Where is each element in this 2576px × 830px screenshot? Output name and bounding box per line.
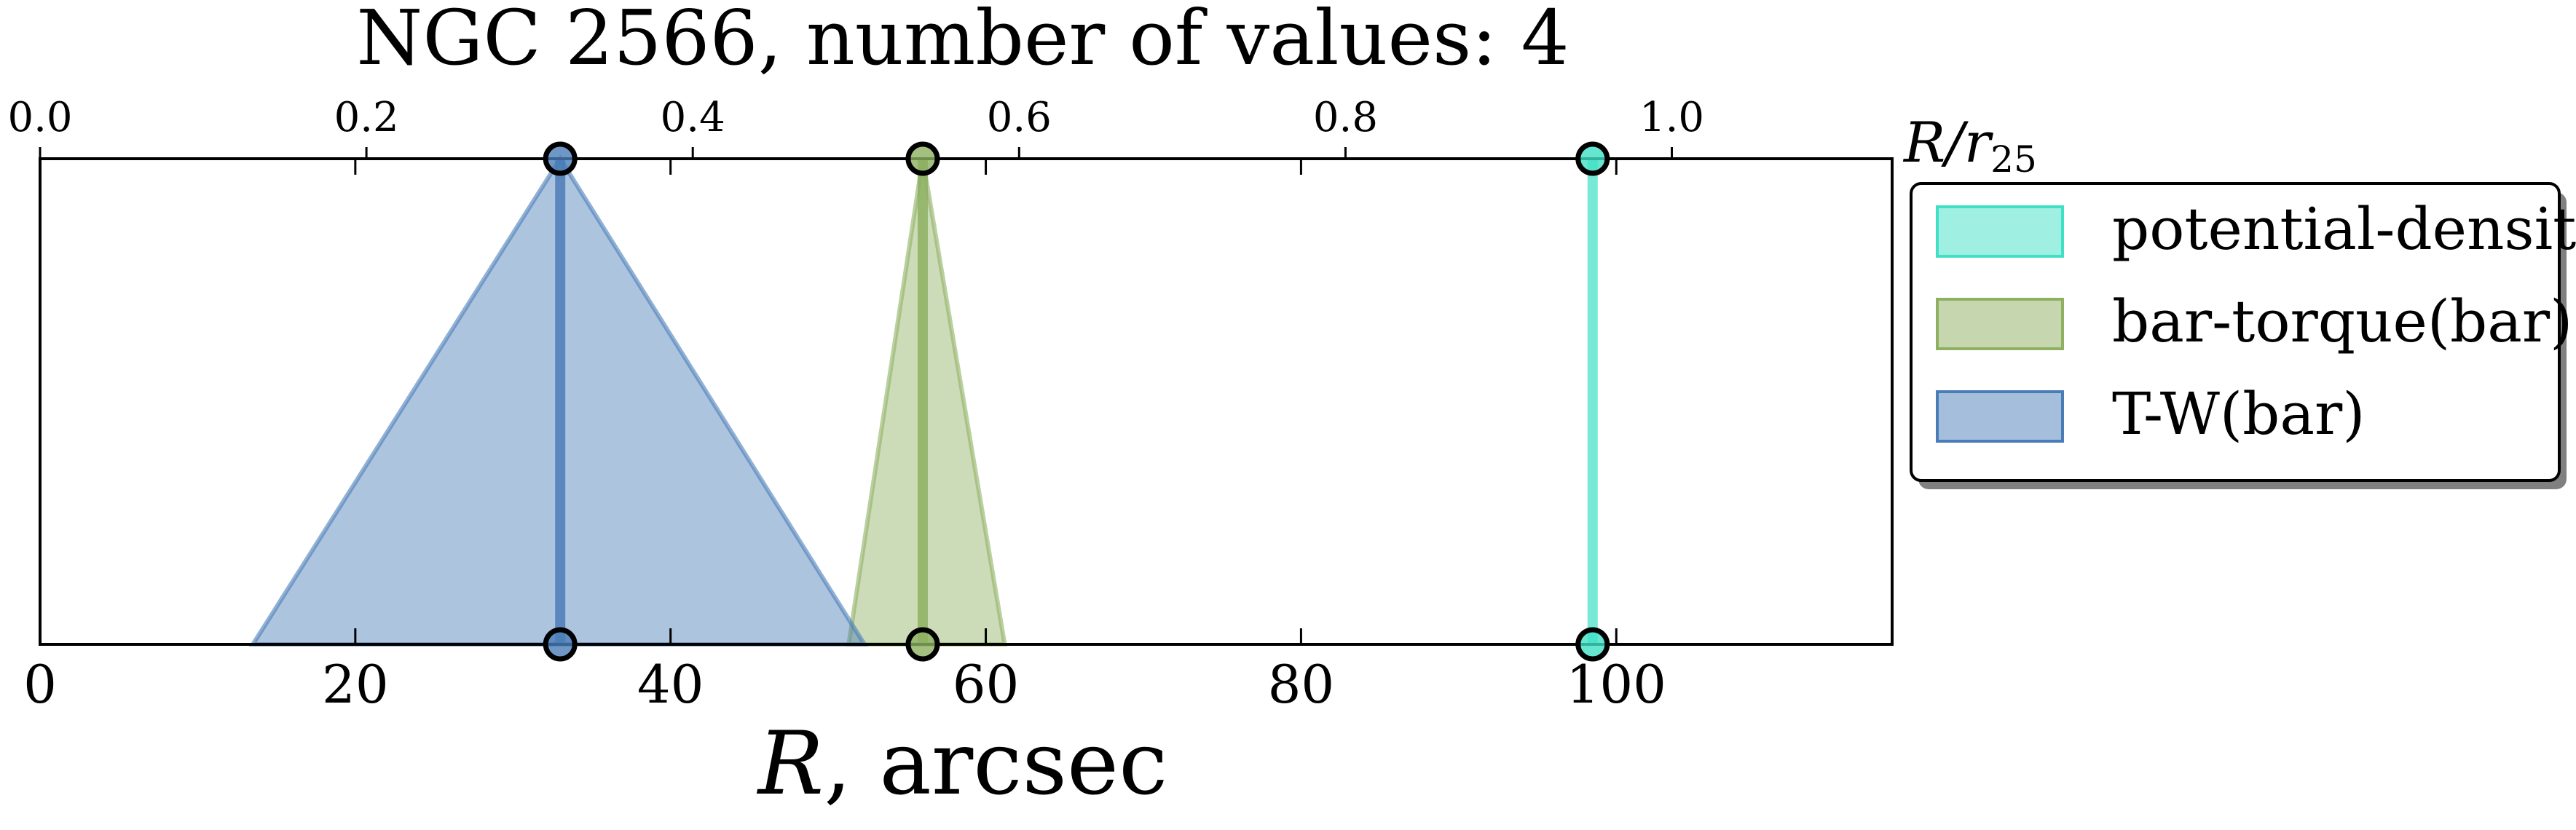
- series-lines: [555, 159, 1598, 644]
- x-tick-label: 0: [23, 654, 57, 715]
- x-tick-label: 60: [953, 654, 1020, 715]
- x-tick-label: 40: [637, 654, 704, 715]
- series-areas: [248, 154, 1008, 647]
- legend-box: [1910, 182, 2561, 482]
- marker-potential-density-top: [1575, 141, 1610, 176]
- legend-label-bar-torque-bar: bar-torque(bar): [2112, 288, 2572, 355]
- plot-frame: [39, 157, 1894, 646]
- top-tick-label: 0.4: [661, 94, 725, 141]
- top-tick-label: 0.6: [987, 94, 1052, 141]
- x-tick-label: 20: [322, 654, 389, 715]
- marker-t-w-bar-bottom: [543, 627, 578, 662]
- legend-label-potential-density: potential-density: [2112, 195, 2576, 263]
- top-tick-label: 0.0: [7, 94, 72, 141]
- top-tick-label: 1.0: [1639, 94, 1704, 141]
- x-axis-label-symbol: R: [757, 714, 824, 815]
- chart-title: NGC 2566, number of values: 4: [356, 0, 1569, 82]
- legend-swatch-t-w-bar: [1936, 390, 2064, 443]
- top-axis: 0.0 0.2 0.4 0.6 0.8 1.0: [7, 94, 1704, 159]
- x-axis-label-unit: , arcsec: [824, 714, 1167, 815]
- marker-t-w-bar-top: [543, 141, 578, 176]
- top-axis-label-sub: 25: [1990, 138, 2037, 181]
- top-tick-label: 0.2: [334, 94, 399, 141]
- legend-items: potential-density bar-torque(bar) T-W(bar): [1936, 195, 2576, 448]
- top-tick-label: 0.8: [1313, 94, 1378, 141]
- marker-bar-torque-bar-bottom: [905, 627, 940, 662]
- x-axis-label: R, arcsec: [757, 714, 1168, 815]
- marker-potential-density-bottom: [1575, 627, 1610, 662]
- legend-label-t-w-bar: T-W(bar): [2112, 380, 2366, 448]
- bottom-axis: 0 20 40 60 80 100: [23, 159, 1666, 715]
- top-axis-label: R/r25: [1902, 110, 2037, 181]
- marker-bar-torque-bar-top: [905, 141, 940, 176]
- legend-swatch-bar-torque-bar: [1936, 298, 2064, 350]
- legend: potential-density bar-torque(bar) T-W(bar): [1910, 182, 2576, 489]
- series-markers: [543, 141, 1610, 662]
- x-tick-label: 100: [1567, 654, 1666, 715]
- x-tick-label: 80: [1268, 654, 1335, 715]
- legend-swatch-potential-density: [1936, 205, 2064, 258]
- top-axis-label-main: R/r: [1902, 110, 1994, 175]
